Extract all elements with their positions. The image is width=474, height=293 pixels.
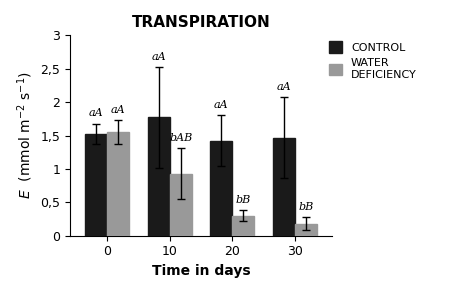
Legend: CONTROL, WATER
DEFICIENCY: CONTROL, WATER DEFICIENCY bbox=[324, 37, 421, 84]
Bar bbox=[210, 141, 232, 236]
Bar bbox=[108, 132, 129, 236]
Text: bB: bB bbox=[298, 202, 313, 212]
Y-axis label: $\it{E}$  (mmol m$^{-2}$ s$^{-1}$): $\it{E}$ (mmol m$^{-2}$ s$^{-1}$) bbox=[15, 71, 35, 200]
Bar bbox=[273, 137, 295, 236]
Text: aA: aA bbox=[89, 108, 104, 118]
Text: aA: aA bbox=[111, 105, 126, 115]
Text: bAB: bAB bbox=[169, 133, 192, 143]
Bar bbox=[295, 224, 317, 236]
Text: aA: aA bbox=[214, 100, 229, 110]
X-axis label: Time in days: Time in days bbox=[152, 264, 250, 278]
Text: bB: bB bbox=[236, 195, 251, 205]
Bar bbox=[170, 173, 191, 236]
Bar bbox=[148, 117, 170, 236]
Bar bbox=[232, 216, 254, 236]
Bar bbox=[85, 134, 108, 236]
Text: aA: aA bbox=[152, 52, 166, 62]
Text: aA: aA bbox=[276, 82, 291, 92]
Title: TRANSPIRATION: TRANSPIRATION bbox=[132, 15, 271, 30]
